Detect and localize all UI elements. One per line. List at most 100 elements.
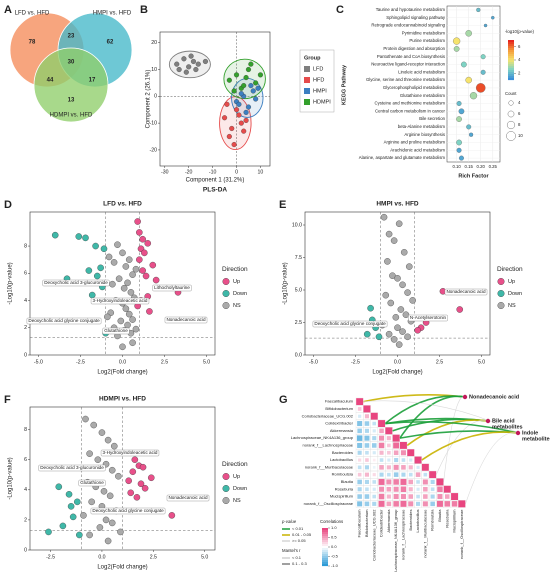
color-bar <box>508 48 514 51</box>
x-tick-label: -10 <box>209 169 217 175</box>
p-legend-label: >= 0.05 <box>292 538 306 543</box>
cell <box>364 465 369 470</box>
point <box>233 107 240 113</box>
color-bar <box>322 548 328 551</box>
point <box>74 498 81 506</box>
size-key-label: 6 <box>518 111 521 116</box>
color-bar <box>322 550 328 553</box>
point <box>117 317 125 325</box>
point <box>363 330 371 338</box>
row-label: Akkermansia <box>330 428 354 433</box>
target-label: metabolites <box>492 424 523 430</box>
cell <box>372 436 377 441</box>
cell <box>365 487 369 492</box>
point <box>248 83 254 89</box>
cell <box>372 466 376 469</box>
row-label: Lachnospiraceae_NK4A136_group <box>291 435 354 440</box>
point <box>76 531 83 539</box>
point <box>404 333 411 341</box>
cell <box>386 465 391 470</box>
x-tick-label: 0.0 <box>119 359 126 365</box>
panel-label: F <box>4 394 11 406</box>
y-tick-label: 4 <box>24 487 27 493</box>
point <box>75 233 83 240</box>
cell <box>371 443 377 448</box>
cell <box>415 472 421 477</box>
point <box>226 77 232 83</box>
point <box>139 267 146 274</box>
cell <box>357 428 362 434</box>
bubble <box>453 46 460 52</box>
color-tick-label: -1.0 <box>331 563 339 568</box>
cell <box>357 442 363 448</box>
color-bar <box>508 68 514 71</box>
cell <box>416 480 420 484</box>
y-tick-label: 0.0 <box>295 352 302 358</box>
point <box>120 284 128 292</box>
point <box>241 128 247 134</box>
size-key <box>506 131 516 141</box>
point <box>98 429 106 436</box>
bubble <box>480 69 486 75</box>
point <box>404 289 411 296</box>
color-bar <box>508 54 514 57</box>
point <box>86 531 93 539</box>
point <box>243 109 249 115</box>
point <box>222 115 228 121</box>
cell <box>357 479 362 485</box>
y-tick-label: -10 <box>150 120 158 126</box>
point <box>141 249 148 257</box>
legend-swatch <box>222 473 230 480</box>
color-bar <box>322 532 328 535</box>
legend-swatch <box>222 302 230 309</box>
column-label: Colidextribacter <box>379 509 384 537</box>
point <box>224 101 230 107</box>
set-label: LFD vs. HFD <box>15 11 50 17</box>
y-tick-label: 6 <box>24 271 27 277</box>
annotation-box <box>408 314 448 322</box>
point <box>384 258 391 265</box>
point <box>94 456 102 463</box>
point <box>115 275 123 283</box>
cell <box>372 487 376 491</box>
point <box>392 314 400 321</box>
cell <box>437 494 443 500</box>
color-bar <box>508 66 514 69</box>
point <box>375 333 383 341</box>
target-node <box>515 430 521 436</box>
annotation: Nonadecanoic acid <box>166 317 206 322</box>
point <box>394 275 401 282</box>
point <box>152 276 160 284</box>
cell <box>394 458 399 463</box>
point <box>385 230 393 238</box>
cell <box>386 501 392 507</box>
row-label: Roseburia <box>335 486 354 491</box>
cell <box>414 456 422 464</box>
region-count: 13 <box>68 98 75 104</box>
size-key <box>507 110 515 118</box>
annotation: 3-Hydroxyindoleacetic acid <box>93 298 148 303</box>
cell <box>387 458 391 462</box>
color-bar <box>508 76 514 79</box>
y-tick-label: 2 <box>24 325 27 331</box>
cell <box>363 405 371 413</box>
color-legend-title: Correlations <box>320 519 343 524</box>
cell <box>357 487 362 492</box>
column-label: Faecalibaculum <box>357 509 362 538</box>
venn-set <box>33 47 109 123</box>
point <box>122 305 130 312</box>
cell <box>393 486 399 492</box>
size-key-label: 8 <box>518 122 521 127</box>
bubble <box>458 108 465 115</box>
y-tick-label: Arginine biosynthesis <box>404 132 445 137</box>
point <box>245 66 252 73</box>
y-tick-label: Bile secretion <box>419 116 445 121</box>
cell <box>358 458 362 462</box>
cell <box>400 494 406 500</box>
color-bar <box>508 74 514 77</box>
region-count: 62 <box>107 40 114 46</box>
annotation-box <box>444 288 488 296</box>
chart-title: HMPI vs. HFD <box>376 201 419 208</box>
x-axis-title: Component 1 (31.2%) <box>186 178 245 184</box>
p-legend-label: < 0.01 <box>292 526 304 531</box>
